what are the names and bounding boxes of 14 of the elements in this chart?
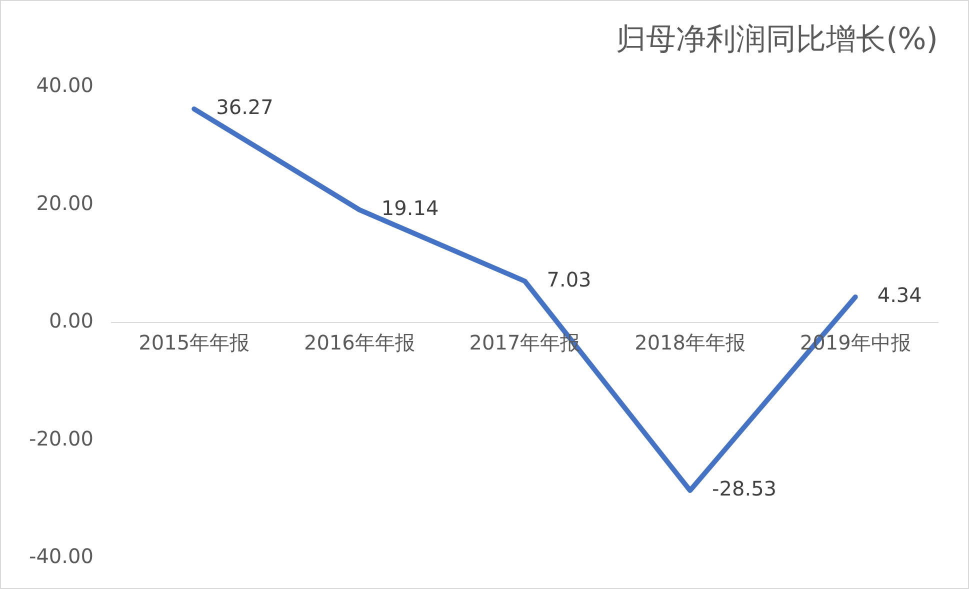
data-label: 19.14	[381, 196, 439, 220]
data-label: -28.53	[712, 476, 777, 501]
y-tick-label: -40.00	[28, 544, 94, 568]
data-label: 7.03	[546, 267, 592, 292]
x-tick-label: 2018年年报	[634, 330, 746, 355]
y-tick-label: 40.00	[36, 73, 94, 98]
chart-title: 归母净利润同比增长(%)	[616, 22, 938, 57]
y-tick-label: -20.00	[28, 426, 94, 450]
data-label: 4.34	[877, 283, 922, 308]
y-tick-label: 0.00	[48, 308, 94, 333]
data-label: 36.27	[216, 95, 274, 120]
x-tick-label: 2016年年报	[304, 330, 415, 355]
x-tick-label: 2015年年报	[138, 330, 250, 355]
y-tick-label: 20.00	[36, 190, 94, 215]
